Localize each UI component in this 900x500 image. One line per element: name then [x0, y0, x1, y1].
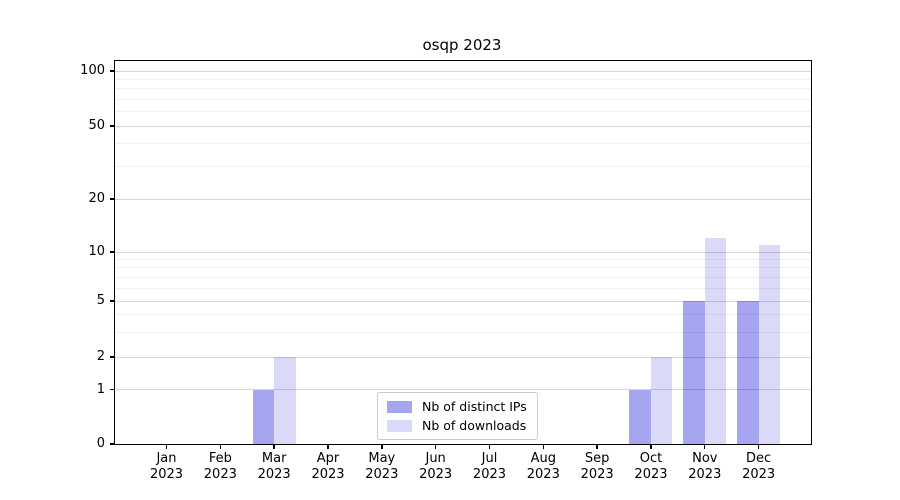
gridline-minor-6 — [115, 287, 811, 289]
x-tick-label-mar: Mar 2023 — [257, 451, 291, 482]
bar-downloads-nov — [704, 238, 727, 444]
gridline-minor-30 — [115, 166, 811, 168]
gridline-minor-90 — [115, 78, 811, 80]
gridline-minor-80 — [115, 88, 811, 90]
y-tick-mark-50 — [110, 125, 114, 127]
y-tick-mark-2 — [110, 356, 114, 358]
gridline-minor-7 — [115, 276, 811, 278]
gridline-minor-8 — [115, 267, 811, 269]
x-tick-mark-nov — [704, 445, 706, 449]
bar-distinct-ips-mar — [252, 389, 275, 444]
y-tick-label-50: 50 — [88, 118, 105, 133]
x-tick-mark-apr — [327, 445, 329, 449]
gridline-minor-70 — [115, 98, 811, 100]
bar-distinct-ips-nov — [683, 301, 705, 444]
y-tick-label-5: 5 — [96, 293, 105, 308]
bar-distinct-ips-oct — [629, 389, 651, 444]
x-tick-mark-jan — [165, 445, 168, 449]
gridline-minor-40 — [115, 143, 811, 145]
x-tick-label-nov: Nov 2023 — [688, 451, 722, 482]
x-tick-label-may: May 2023 — [365, 451, 399, 482]
bar-downloads-mar — [274, 357, 296, 444]
legend-item-downloads: Nb of downloads — [387, 418, 527, 433]
y-tick-mark-5 — [110, 300, 114, 302]
x-tick-label-aug: Aug 2023 — [526, 451, 560, 482]
legend-label: Nb of downloads — [422, 418, 527, 433]
x-tick-label-dec: Dec 2023 — [742, 451, 776, 482]
x-tick-mark-jun — [434, 445, 437, 449]
gridline-minor-60 — [115, 111, 811, 113]
x-tick-mark-oct — [650, 445, 652, 449]
gridline-minor-4 — [115, 314, 811, 316]
x-tick-label-jan: Jan 2023 — [149, 451, 184, 482]
y-tick-label-10: 10 — [88, 244, 105, 259]
x-tick-label-oct: Oct 2023 — [634, 451, 668, 482]
x-tick-label-jun: Jun 2023 — [419, 451, 453, 482]
gridline-major-100 — [115, 70, 811, 72]
gridline-major-2 — [115, 356, 811, 358]
x-tick-label-jul: Jul 2023 — [472, 451, 507, 482]
gridline-major-20 — [115, 198, 811, 200]
x-tick-mark-aug — [542, 445, 544, 449]
bar-distinct-ips-dec — [737, 301, 759, 444]
legend-item-distinct-ips: Nb of distinct IPs — [387, 399, 527, 414]
y-tick-mark-10 — [110, 251, 114, 253]
bar-downloads-oct — [650, 357, 673, 444]
legend-swatch-downloads — [387, 419, 412, 432]
bar-downloads-dec — [758, 244, 781, 444]
y-tick-label-1: 1 — [96, 381, 105, 397]
x-tick-mark-sep — [596, 445, 598, 449]
gridline-major-5 — [115, 300, 811, 302]
gridline-major-1 — [115, 389, 811, 390]
y-tick-mark-0 — [110, 443, 114, 445]
gridline-major-10 — [115, 251, 811, 253]
y-tick-label-20: 20 — [88, 191, 105, 206]
x-tick-mark-jul — [488, 445, 491, 449]
y-tick-label-100: 100 — [80, 63, 105, 78]
x-tick-mark-may — [381, 445, 383, 449]
legend: Nb of distinct IPs Nb of downloads — [377, 392, 538, 440]
y-tick-mark-100 — [110, 70, 114, 72]
x-tick-mark-mar — [273, 445, 275, 449]
y-tick-mark-1 — [110, 388, 114, 391]
y-tick-label-2: 2 — [96, 349, 105, 364]
y-tick-mark-20 — [110, 198, 114, 200]
x-tick-mark-dec — [757, 445, 760, 449]
chart-title: osqp 2023 — [422, 36, 502, 54]
x-tick-label-feb: Feb 2023 — [203, 451, 237, 482]
gridline-major-50 — [115, 125, 811, 127]
x-tick-label-sep: Sep 2023 — [580, 451, 614, 482]
y-tick-label-0: 0 — [96, 436, 105, 451]
x-tick-label-apr: Apr 2023 — [311, 451, 345, 482]
gridline-minor-3 — [115, 331, 811, 333]
gridline-minor-9 — [115, 258, 811, 260]
x-tick-mark-feb — [219, 445, 222, 449]
plot-area: 0 1 2 5 10 20 50 100 Jan 2023 Feb 2023 Mar 2023 Apr 202… — [80, 60, 812, 482]
legend-label: Nb of distinct IPs — [422, 399, 527, 414]
legend-swatch-distinct-ips — [387, 400, 412, 413]
